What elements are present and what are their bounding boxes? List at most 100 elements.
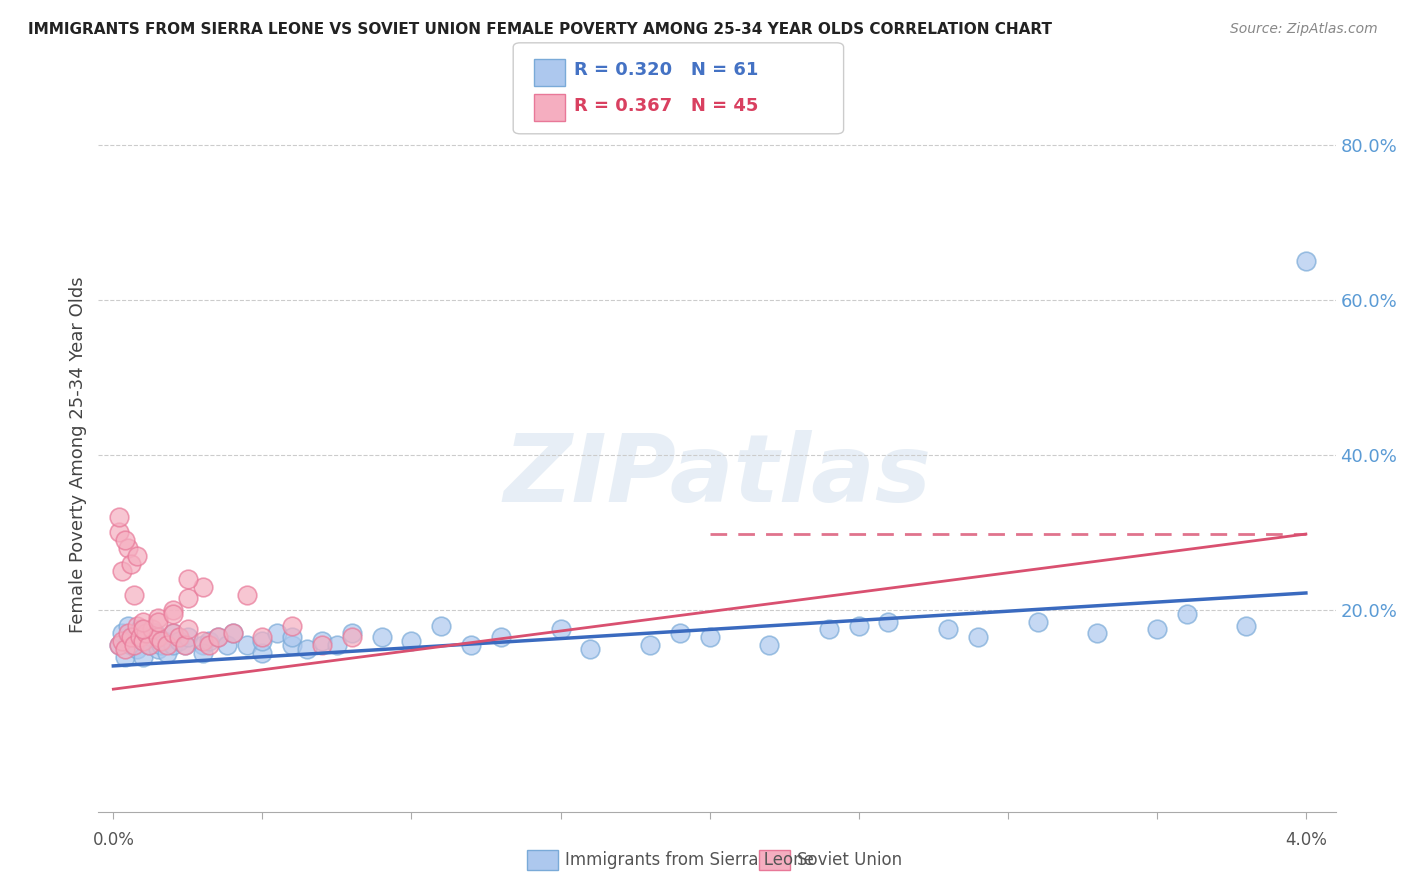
- Point: [221, 626, 243, 640]
- Point: [167, 634, 190, 648]
- Point: [111, 634, 134, 648]
- Point: [401, 634, 423, 648]
- Point: [550, 623, 572, 637]
- Point: [758, 638, 780, 652]
- Point: [281, 630, 304, 644]
- Point: [117, 634, 139, 648]
- Point: [167, 630, 190, 644]
- Point: [146, 611, 169, 625]
- Point: [108, 510, 131, 524]
- Point: [173, 638, 195, 652]
- Text: R = 0.320   N = 61: R = 0.320 N = 61: [574, 62, 758, 79]
- Point: [818, 623, 841, 637]
- Point: [848, 618, 870, 632]
- Point: [295, 641, 318, 656]
- Point: [252, 630, 274, 644]
- Point: [162, 607, 184, 621]
- Point: [1085, 626, 1108, 640]
- Point: [191, 638, 214, 652]
- Point: [108, 638, 131, 652]
- Point: [340, 626, 363, 640]
- Point: [127, 618, 149, 632]
- Point: [114, 641, 136, 656]
- Point: [117, 541, 139, 555]
- Point: [177, 630, 200, 644]
- Point: [156, 638, 179, 652]
- Point: [207, 630, 229, 644]
- Point: [207, 630, 229, 644]
- Point: [191, 646, 214, 660]
- Point: [153, 634, 176, 648]
- Point: [138, 638, 160, 652]
- Point: [122, 630, 145, 644]
- Point: [311, 634, 333, 648]
- Point: [281, 618, 304, 632]
- Point: [191, 634, 214, 648]
- Point: [1295, 254, 1317, 268]
- Point: [579, 641, 602, 656]
- Point: [236, 588, 259, 602]
- Point: [460, 638, 482, 652]
- Point: [135, 626, 157, 640]
- Point: [162, 626, 184, 640]
- Point: [120, 557, 142, 571]
- Point: [150, 638, 173, 652]
- Point: [146, 641, 169, 656]
- Point: [699, 630, 721, 644]
- Point: [117, 626, 139, 640]
- Point: [489, 630, 512, 644]
- Point: [668, 626, 690, 640]
- Point: [266, 626, 288, 640]
- Point: [117, 618, 139, 632]
- Point: [127, 641, 149, 656]
- Point: [143, 626, 166, 640]
- Point: [177, 591, 200, 606]
- Point: [132, 634, 155, 648]
- Point: [221, 626, 243, 640]
- Point: [114, 649, 136, 664]
- Point: [122, 638, 145, 652]
- Text: R = 0.367   N = 45: R = 0.367 N = 45: [574, 97, 758, 115]
- Point: [877, 615, 900, 629]
- Point: [108, 638, 131, 652]
- Point: [146, 630, 169, 644]
- Text: 0.0%: 0.0%: [93, 831, 134, 849]
- Point: [120, 638, 142, 652]
- Point: [967, 630, 990, 644]
- Point: [638, 638, 661, 652]
- Point: [1026, 615, 1049, 629]
- Point: [122, 588, 145, 602]
- Point: [311, 638, 333, 652]
- Point: [281, 638, 304, 652]
- Point: [236, 638, 259, 652]
- Point: [326, 638, 349, 652]
- Point: [156, 646, 179, 660]
- Text: 4.0%: 4.0%: [1285, 831, 1327, 849]
- Point: [173, 638, 195, 652]
- Point: [252, 646, 274, 660]
- Point: [150, 634, 173, 648]
- Point: [146, 615, 169, 629]
- Text: Source: ZipAtlas.com: Source: ZipAtlas.com: [1230, 22, 1378, 37]
- Point: [141, 623, 163, 637]
- Point: [177, 623, 200, 637]
- Point: [191, 580, 214, 594]
- Point: [340, 630, 363, 644]
- Point: [111, 564, 134, 578]
- Point: [141, 630, 163, 644]
- Point: [127, 549, 149, 563]
- Point: [177, 572, 200, 586]
- Text: ZIPatlas: ZIPatlas: [503, 430, 931, 523]
- Text: Soviet Union: Soviet Union: [797, 851, 903, 869]
- Point: [108, 525, 131, 540]
- Text: Immigrants from Sierra Leone: Immigrants from Sierra Leone: [565, 851, 814, 869]
- Point: [120, 630, 142, 644]
- Point: [936, 623, 959, 637]
- Point: [132, 649, 155, 664]
- Point: [162, 638, 184, 652]
- Point: [162, 626, 184, 640]
- Point: [1175, 607, 1198, 621]
- Point: [1234, 618, 1257, 632]
- Point: [252, 634, 274, 648]
- Point: [370, 630, 392, 644]
